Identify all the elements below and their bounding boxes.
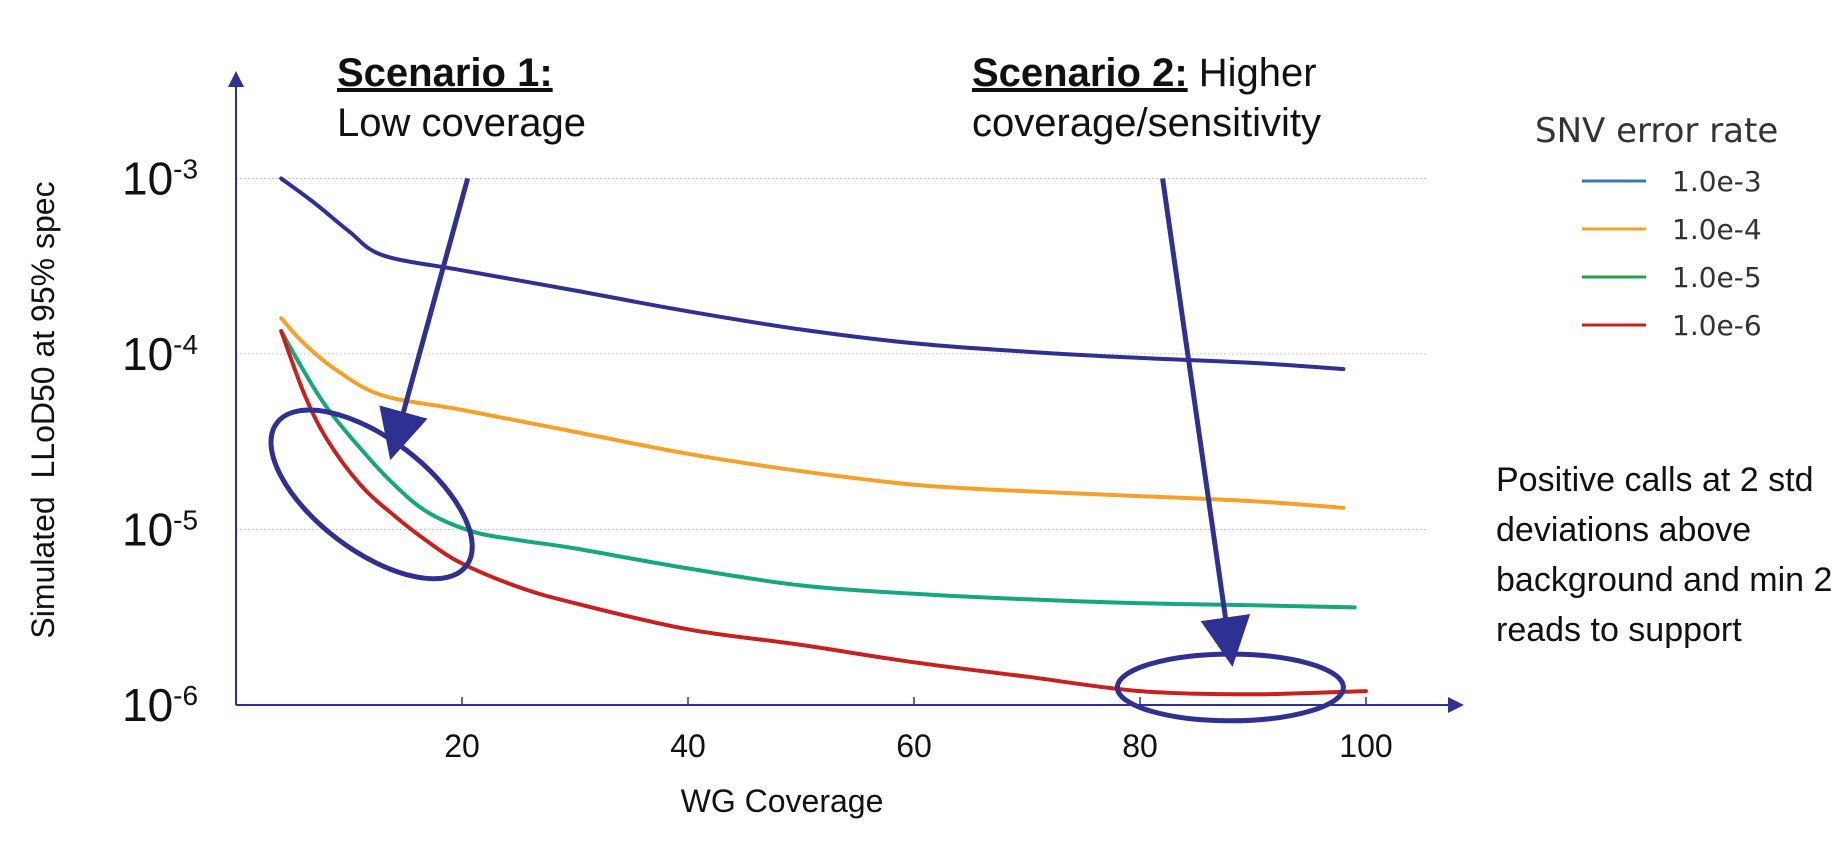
y-axis-label: Simulated LLoD50 at 95% spec bbox=[25, 181, 61, 638]
y-tick-label: 10-4 bbox=[122, 328, 198, 380]
scenario-2-text: Higher bbox=[1198, 51, 1317, 95]
y-tick-base: 10 bbox=[122, 679, 173, 731]
scenario-1-title: Scenario 1: Low coverage bbox=[337, 48, 586, 148]
x-tick-label: 20 bbox=[444, 728, 480, 764]
legend-label-1.0e-3: 1.0e-3 bbox=[1672, 165, 1762, 198]
y-tick-base: 10 bbox=[122, 153, 173, 205]
note-text: Positive calls at 2 std deviations above… bbox=[1496, 461, 1833, 649]
series-line-1.0e-4 bbox=[279, 316, 1346, 510]
series-line-1.0e-6 bbox=[279, 329, 1368, 697]
scenario-2-heading: Scenario 2: bbox=[972, 51, 1188, 95]
y-tick-exponent: -3 bbox=[173, 154, 198, 185]
y-tick-base: 10 bbox=[122, 328, 173, 380]
y-tick-label: 10-6 bbox=[122, 679, 198, 731]
y-tick-exponent: -6 bbox=[173, 680, 198, 711]
y-tick-exponent: -4 bbox=[173, 329, 198, 360]
y-tick-label: 10-3 bbox=[122, 153, 198, 205]
scenario-1-arrow bbox=[379, 177, 471, 461]
series-line-1.0e-3 bbox=[279, 176, 1346, 372]
y-tick-base: 10 bbox=[122, 504, 173, 556]
legend-title: SNV error rate bbox=[1535, 111, 1778, 151]
x-tick-label: 80 bbox=[1122, 728, 1158, 764]
y-tick-label: 10-5 bbox=[122, 504, 198, 556]
legend: SNV error rate 1.0e-3 1.0e-4 1.0e-5 1.0e-6 bbox=[1535, 111, 1778, 342]
legend-label-1.0e-4: 1.0e-4 bbox=[1672, 213, 1762, 246]
scenario-2-ellipse bbox=[1114, 651, 1346, 724]
scenario-2-arrow bbox=[1160, 178, 1251, 668]
x-tick-label: 40 bbox=[670, 728, 706, 764]
legend-label-1.0e-5: 1.0e-5 bbox=[1672, 261, 1762, 294]
x-tick-label: 60 bbox=[896, 728, 932, 764]
x-tick-label: 100 bbox=[1339, 728, 1392, 764]
scenario-1-heading: Scenario 1: bbox=[337, 51, 553, 95]
legend-label-1.0e-6: 1.0e-6 bbox=[1672, 309, 1762, 342]
x-axis-label: WG Coverage bbox=[681, 783, 884, 819]
series-lines bbox=[279, 176, 1368, 697]
y-tick-exponent: -5 bbox=[173, 505, 198, 536]
annotations bbox=[268, 177, 1346, 724]
scenario-2-text2: coverage/sensitivity bbox=[972, 101, 1322, 145]
grid-lines bbox=[236, 178, 1428, 530]
scenario-2-title: Scenario 2: Higher coverage/sensitivity bbox=[972, 48, 1321, 148]
series-line-1.0e-5 bbox=[279, 329, 1357, 610]
scenario-1-text: Low coverage bbox=[337, 101, 587, 145]
